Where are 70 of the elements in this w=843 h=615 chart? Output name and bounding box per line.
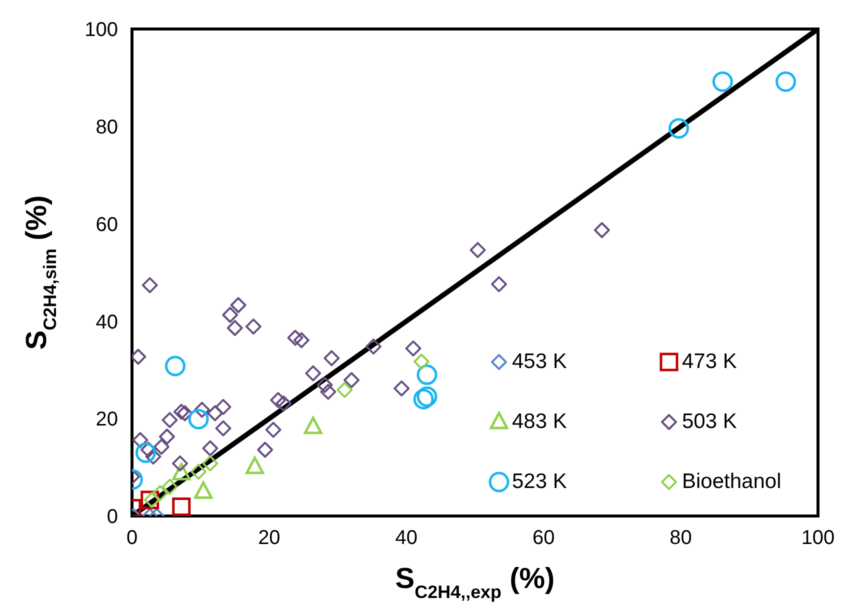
point [245, 318, 262, 335]
point [336, 382, 353, 398]
point [470, 242, 486, 258]
legend-label: 503 K [682, 410, 737, 434]
point [365, 338, 382, 355]
point [202, 440, 218, 456]
y-tick-label: 80 [96, 116, 118, 138]
point [270, 392, 286, 408]
point [413, 354, 430, 370]
point [712, 71, 733, 92]
point [246, 456, 264, 474]
legend-label: 473 K [682, 350, 737, 374]
point [230, 297, 246, 314]
y-tick-label: 40 [96, 311, 118, 334]
x-tick-label: 100 [801, 527, 835, 550]
point [135, 442, 156, 463]
point [413, 388, 434, 410]
point [173, 404, 190, 420]
point [316, 376, 333, 393]
point [776, 71, 796, 92]
y-tick-label: 60 [96, 214, 118, 236]
legend-label: 483 K [512, 410, 567, 434]
point [172, 497, 191, 516]
point [320, 384, 336, 400]
point [257, 442, 274, 458]
point [265, 422, 282, 438]
point [190, 464, 207, 480]
point [491, 276, 508, 292]
x-tick-label: 80 [670, 527, 692, 550]
point [394, 380, 410, 396]
legend-label: 453 K [512, 350, 567, 374]
point [405, 340, 422, 356]
point [416, 386, 438, 407]
point [324, 350, 340, 366]
point [162, 412, 178, 428]
x-tick-label: 40 [395, 527, 418, 550]
point [154, 438, 170, 455]
point [158, 428, 175, 445]
x-tick-label: 20 [258, 527, 280, 550]
point [202, 455, 218, 472]
point [293, 332, 310, 348]
point [222, 306, 238, 323]
legend-label: 523 K [512, 470, 567, 494]
point [144, 492, 160, 508]
point [276, 396, 292, 412]
x-tick-label: 0 [126, 527, 138, 550]
point [215, 420, 232, 436]
y-tick-label: 100 [84, 19, 118, 42]
point [305, 365, 322, 382]
legend-label: Bioethanol [682, 470, 782, 494]
point [344, 372, 360, 388]
point [162, 478, 178, 495]
point [164, 356, 186, 376]
point [207, 405, 224, 422]
point [215, 398, 232, 415]
y-tick-label: 0 [106, 506, 118, 528]
point [142, 277, 158, 294]
point [304, 416, 322, 434]
point [226, 320, 243, 336]
point [176, 405, 193, 422]
point [668, 118, 689, 139]
point [132, 432, 148, 448]
point [287, 330, 304, 346]
point [188, 408, 209, 430]
point [194, 402, 210, 418]
x-tick-label: 60 [532, 527, 555, 550]
y-tick-label: 20 [96, 408, 118, 431]
point [594, 222, 610, 238]
point [152, 485, 168, 502]
x-axis-title: S$_{C2H4,,exp}$ (%) [395, 563, 555, 602]
